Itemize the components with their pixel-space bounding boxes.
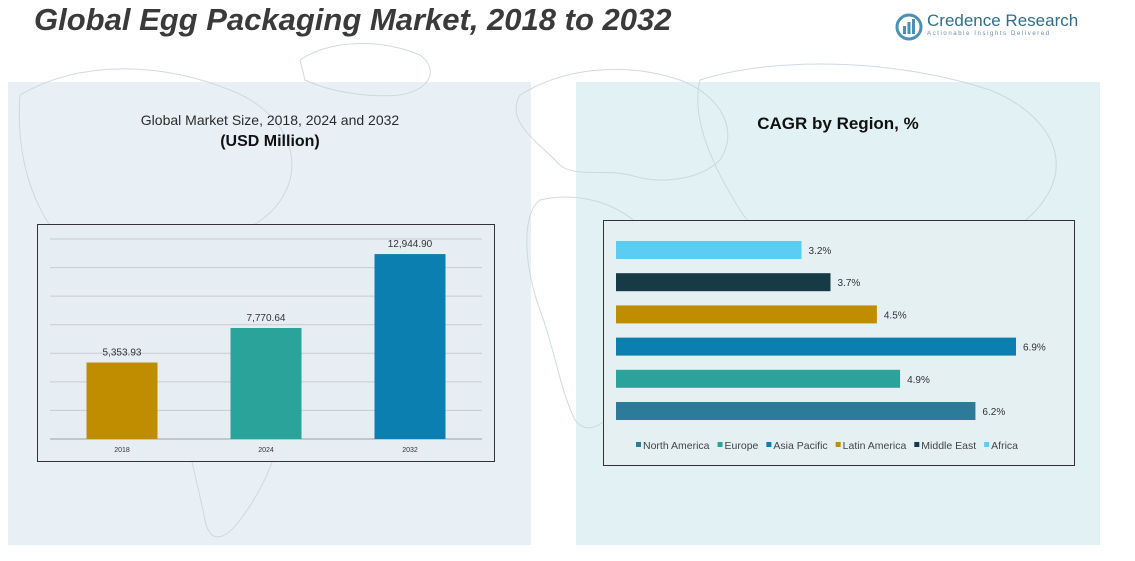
legend-swatch (717, 442, 723, 447)
x-tick-label: 2018 (114, 447, 130, 454)
x-tick-label: 2024 (258, 447, 274, 454)
bar-middle-east (616, 273, 831, 292)
bar-value-label: 4.5% (884, 310, 907, 321)
market-size-chart-frame: 5,353.93 2018 7,770.64 2024 12,944.90 2032 (37, 224, 495, 462)
bar-2024 (230, 327, 302, 439)
credence-logo: Credence Research Actionable Insights De… (895, 10, 1085, 46)
bar-value-label: 4.9% (907, 375, 930, 386)
logo-tagline: Actionable Insights Delivered (927, 31, 1051, 37)
bar-latin-america (616, 305, 877, 324)
cagr-chart-frame: 3.2% 3.7% 4.5% 6.9% 4.9% 6.2% North America Eur… (603, 220, 1075, 466)
bar-2018 (86, 362, 158, 439)
bar-europe (616, 369, 901, 388)
bar-value-label: 6.9% (1023, 343, 1046, 354)
bar-africa (616, 241, 802, 259)
legend-swatch (984, 442, 990, 447)
cagr-title: CAGR by Region, % (757, 114, 919, 133)
bar-value-label: 12,944.90 (388, 239, 433, 250)
market-size-unit: (USD Million) (220, 133, 320, 150)
cagr-horizontal-bar-chart: 3.2% 3.7% 4.5% 6.9% 4.9% 6.2% North America Eur… (616, 241, 1046, 452)
bar-north-america (616, 402, 976, 420)
legend-label: Europe (725, 440, 759, 452)
bar-asia-pacific (616, 337, 1017, 356)
bar-value-label: 5,353.93 (103, 348, 142, 359)
market-size-bar-chart: 5,353.93 2018 7,770.64 2024 12,944.90 2032 (50, 238, 482, 454)
legend-swatch (766, 442, 772, 447)
legend-swatch (636, 442, 641, 447)
legend-label: North America (643, 440, 710, 452)
bar-value-label: 3.2% (809, 246, 832, 257)
bar-value-label: 7,770.64 (247, 313, 286, 324)
bar-value-label: 3.7% (838, 278, 861, 289)
legend-label: Latin America (843, 440, 907, 452)
legend: North America Europe Asia Pacific Latin Ame… (636, 440, 1018, 452)
logo-name: Credence Research (927, 11, 1079, 30)
page-title: Global Egg Packaging Market, 2018 to 203… (34, 2, 672, 37)
bar-2032 (374, 254, 446, 439)
legend-swatch (835, 442, 841, 447)
legend-label: Middle East (921, 440, 976, 452)
market-size-subtitle: Global Market Size, 2018, 2024 and 2032 (140, 112, 400, 128)
legend-swatch (914, 442, 920, 447)
bar-value-label: 6.2% (982, 407, 1005, 418)
legend-label: Africa (991, 440, 1018, 452)
x-tick-label: 2032 (402, 447, 418, 454)
legend-label: Asia Pacific (773, 440, 827, 452)
bar-chart-logo-icon (895, 13, 923, 41)
